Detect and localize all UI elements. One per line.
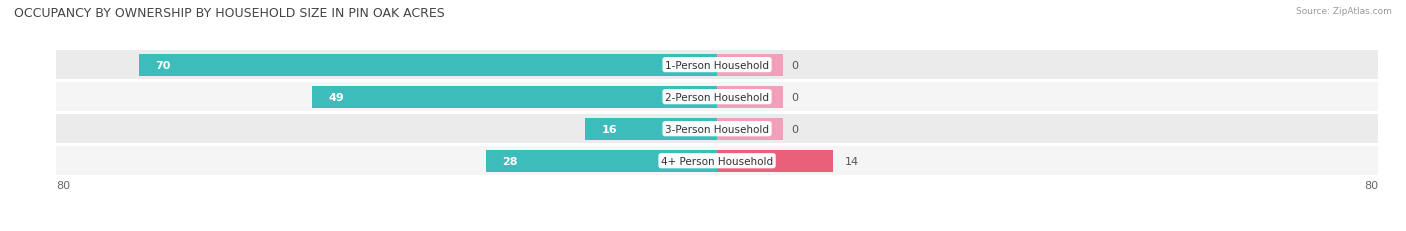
Bar — [717, 150, 832, 172]
Text: 80: 80 — [56, 180, 70, 190]
Bar — [139, 55, 717, 76]
Text: 49: 49 — [329, 92, 344, 102]
Bar — [486, 150, 717, 172]
Bar — [56, 51, 1378, 80]
Bar — [56, 115, 1378, 143]
Text: 16: 16 — [602, 124, 617, 134]
Text: Source: ZipAtlas.com: Source: ZipAtlas.com — [1296, 7, 1392, 16]
Text: 0: 0 — [792, 92, 799, 102]
Bar — [717, 118, 783, 140]
Text: 2-Person Household: 2-Person Household — [665, 92, 769, 102]
Bar — [56, 147, 1378, 175]
Bar — [717, 86, 783, 108]
Text: 1-Person Household: 1-Person Household — [665, 60, 769, 70]
Text: 28: 28 — [502, 156, 517, 166]
Bar — [717, 55, 783, 76]
Text: 4+ Person Household: 4+ Person Household — [661, 156, 773, 166]
Text: OCCUPANCY BY OWNERSHIP BY HOUSEHOLD SIZE IN PIN OAK ACRES: OCCUPANCY BY OWNERSHIP BY HOUSEHOLD SIZE… — [14, 7, 444, 20]
Text: 3-Person Household: 3-Person Household — [665, 124, 769, 134]
Bar — [585, 118, 717, 140]
Bar — [312, 86, 717, 108]
Text: 14: 14 — [845, 156, 859, 166]
Text: 0: 0 — [792, 124, 799, 134]
Bar — [56, 83, 1378, 112]
Text: 70: 70 — [156, 60, 170, 70]
Text: 0: 0 — [792, 60, 799, 70]
Text: 80: 80 — [1364, 180, 1378, 190]
